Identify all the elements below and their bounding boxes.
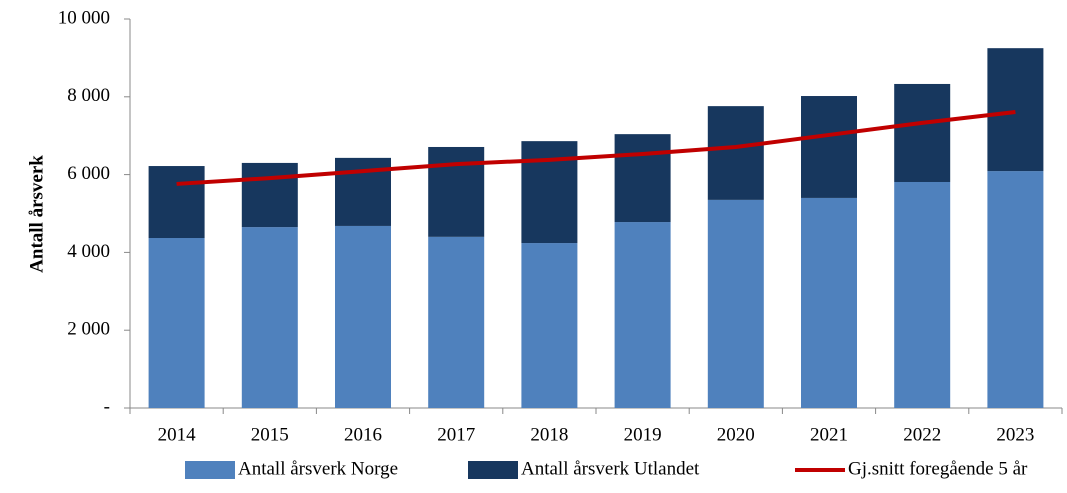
x-tick-label: 2018: [530, 424, 568, 445]
bar: [987, 171, 1044, 408]
line: [176, 109, 1016, 186]
bar: [614, 222, 671, 408]
bar: [801, 96, 857, 198]
x-tick-label: 2022: [903, 424, 941, 445]
bar: [894, 83, 951, 182]
legend-swatch: [185, 461, 235, 479]
x-tick-label: 2016: [344, 424, 382, 445]
legend-label: Antall årsverk Norge: [238, 458, 398, 479]
y-tick-label: 4 000: [67, 241, 110, 262]
legend-label: Antall årsverk Utlandet: [521, 458, 700, 479]
bar: [894, 181, 951, 408]
y-axis-label: Antall årsverk: [26, 155, 47, 273]
y-tick-label: -: [104, 396, 110, 417]
x-tick-label: 2015: [251, 424, 289, 445]
bar: [521, 243, 578, 408]
bar: [428, 146, 485, 237]
x-tick-label: 2020: [717, 424, 755, 445]
x-tick-label: 2021: [810, 424, 848, 445]
bar: [707, 106, 764, 200]
bar: [241, 227, 298, 408]
bar: [707, 199, 764, 408]
bar: [148, 166, 205, 239]
x-tick-label: 2019: [624, 424, 662, 445]
x-tick-label: 2017: [437, 424, 475, 445]
bar: [335, 225, 391, 408]
bar: [241, 162, 298, 228]
y-tick-label: 10 000: [58, 7, 110, 28]
bar: [428, 236, 485, 408]
bar: [801, 197, 857, 408]
bar: [521, 141, 578, 244]
bar: [614, 134, 671, 223]
legend-swatch: [468, 461, 518, 479]
legend-label: Gj.snitt foregående 5 år: [848, 458, 1028, 479]
y-tick-label: 2 000: [67, 319, 110, 340]
x-tick-label: 2023: [996, 424, 1034, 445]
bar: [148, 238, 205, 408]
x-tick-label: 2014: [158, 424, 197, 445]
y-tick-label: 8 000: [67, 85, 110, 106]
y-tick-label: 6 000: [67, 163, 110, 184]
bar: [987, 48, 1044, 172]
